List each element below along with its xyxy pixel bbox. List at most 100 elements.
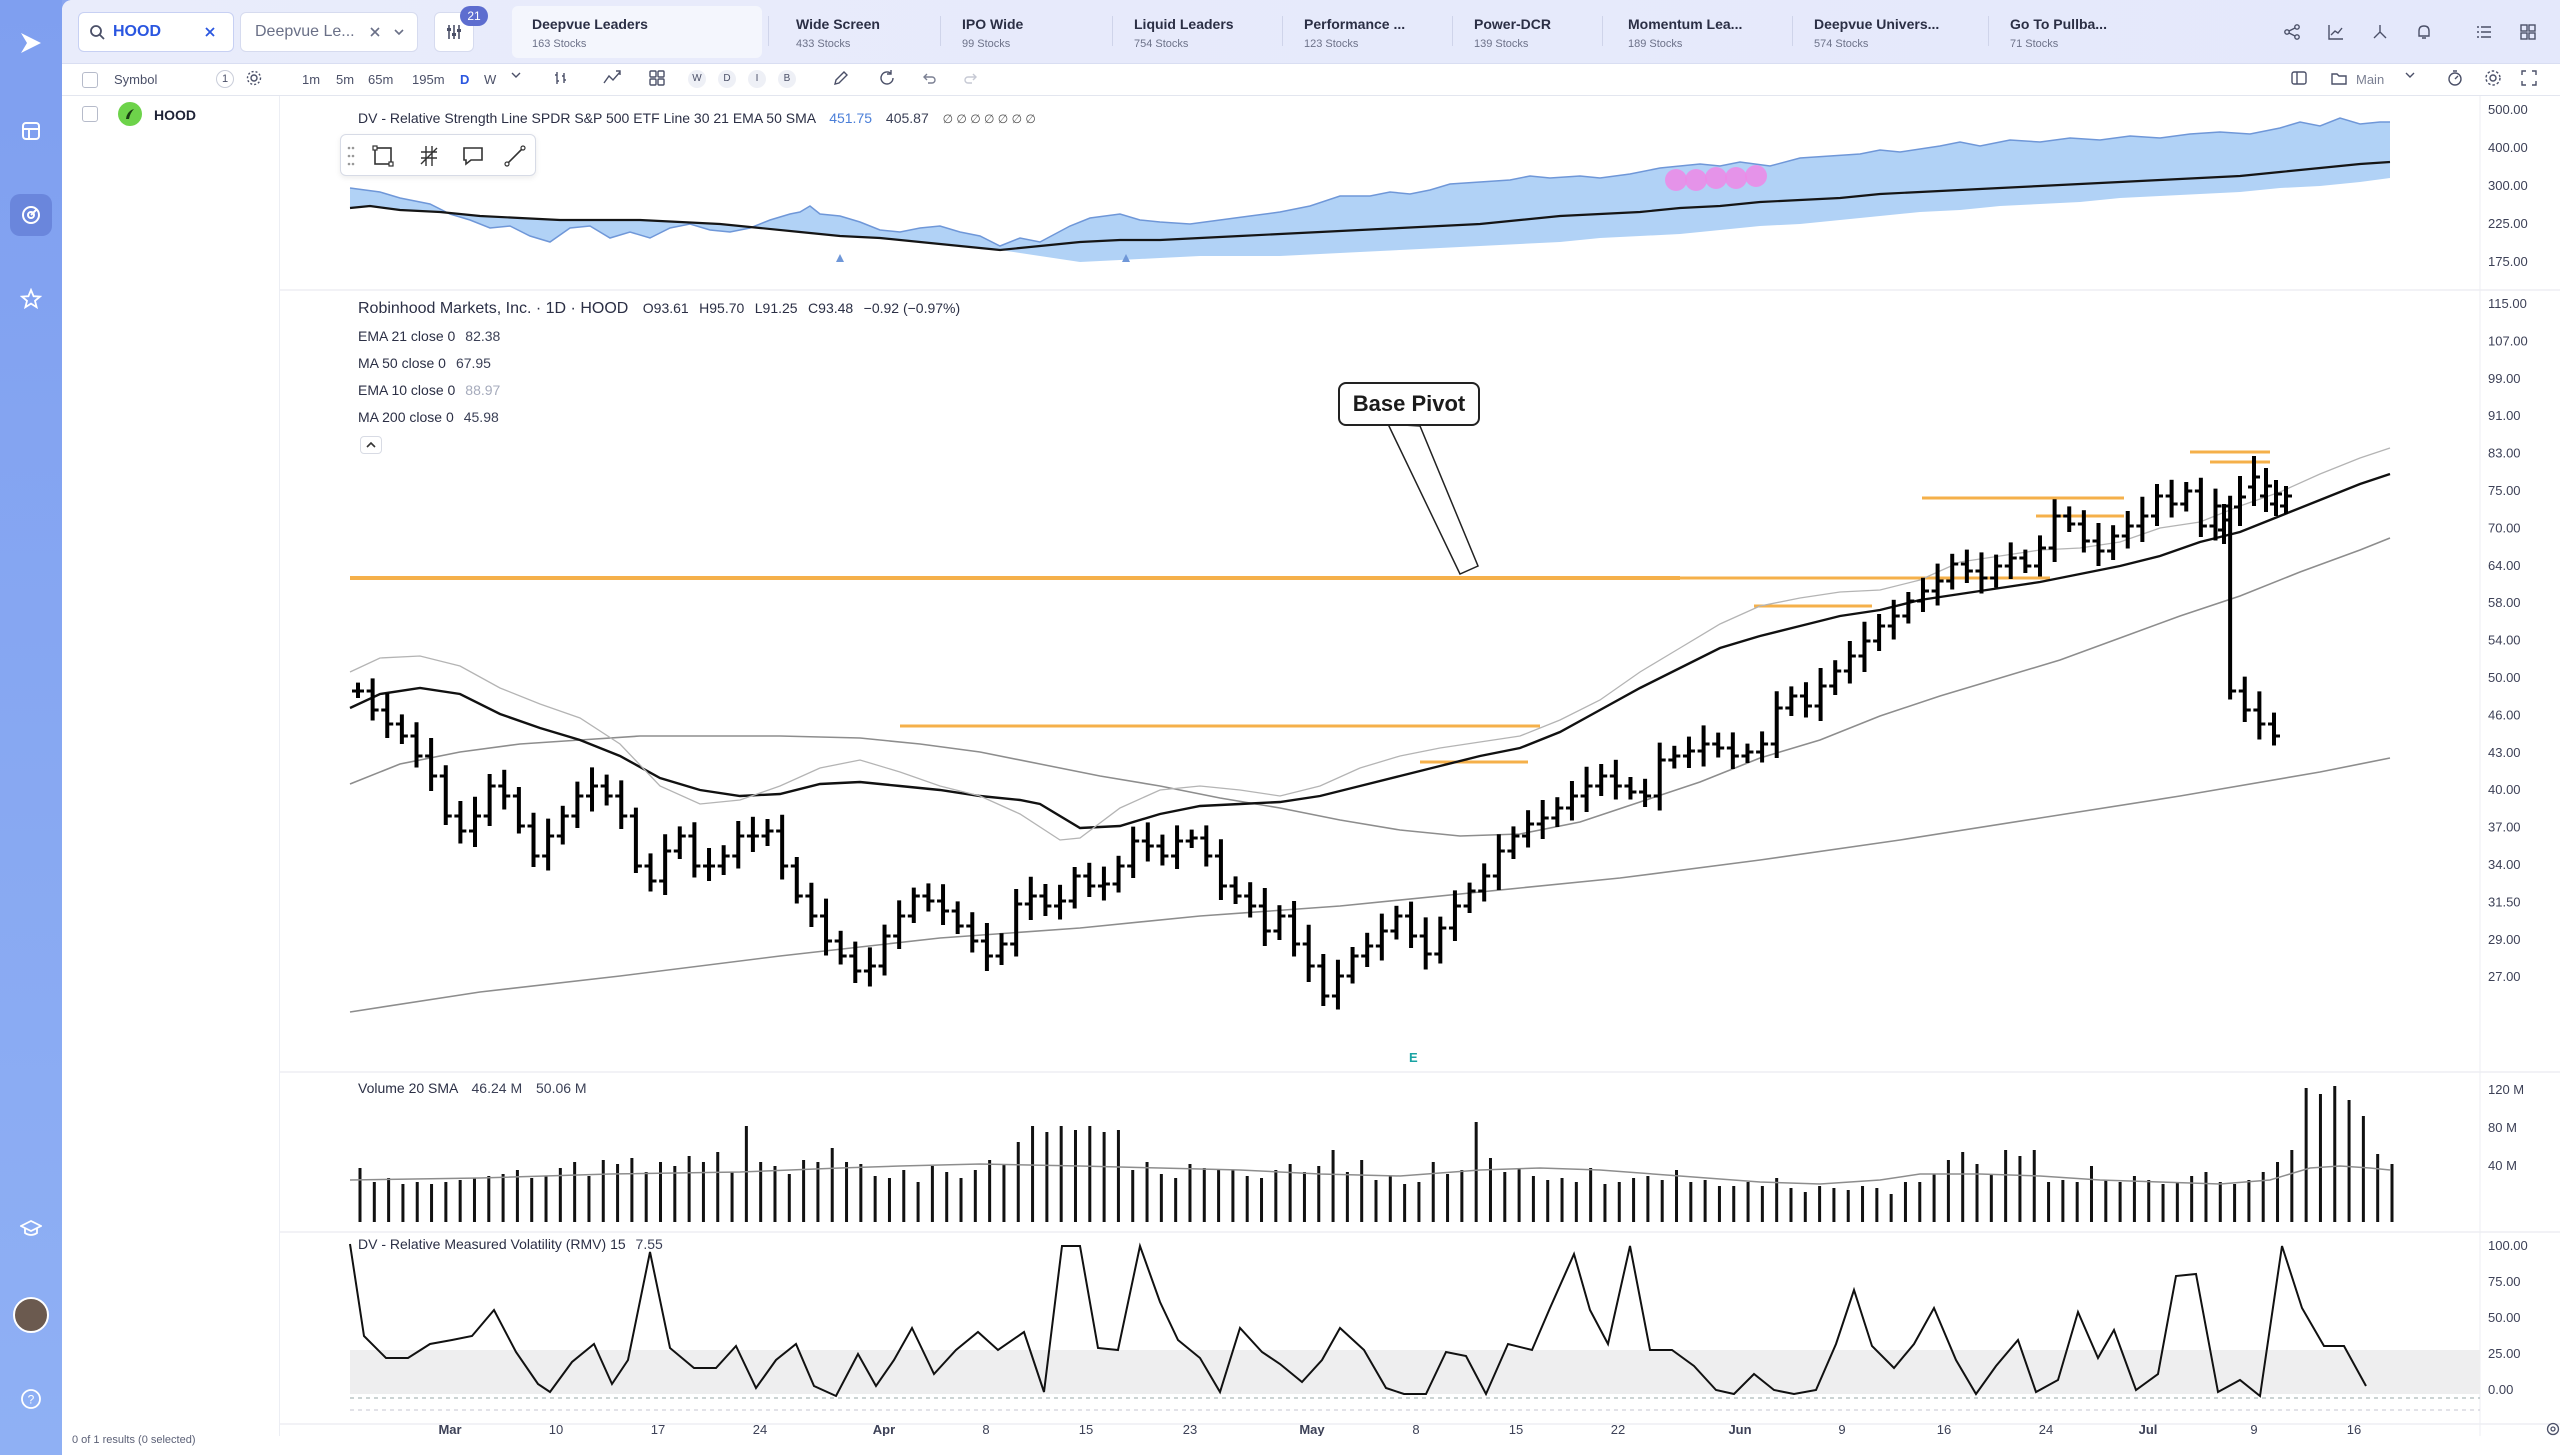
volume-bar — [601, 1160, 605, 1222]
fullscreen-icon[interactable] — [2520, 69, 2538, 90]
indicators-icon[interactable] — [602, 69, 622, 90]
volume-bar — [2175, 1182, 2179, 1222]
chevron-down-icon[interactable] — [393, 26, 405, 38]
layout-name[interactable]: Main — [2356, 72, 2385, 87]
undo-icon[interactable] — [920, 69, 938, 90]
dashboard-icon[interactable] — [10, 110, 52, 152]
search-box[interactable] — [78, 12, 234, 52]
volume-value-1: 46.24 M — [471, 1080, 523, 1096]
screen-tab-liquid-leaders[interactable]: Liquid Leaders 754 Stocks — [1114, 6, 1284, 58]
indicator-legend-ema21[interactable]: EMA 21 close 0 82.38 — [358, 328, 500, 344]
chart-type-w[interactable]: W — [688, 70, 706, 88]
volume-bar — [1689, 1182, 1693, 1222]
folder-icon[interactable] — [2330, 69, 2348, 90]
earnings-marker: E — [1409, 1050, 1418, 1065]
education-icon[interactable] — [10, 1208, 52, 1250]
chart-type-d[interactable]: D — [718, 70, 736, 88]
redo-icon[interactable] — [962, 69, 980, 90]
collapse-legend-button[interactable] — [360, 436, 382, 454]
screen-tab-deepvue-leaders[interactable]: Deepvue Leaders 163 Stocks — [512, 6, 762, 58]
svg-text:?: ? — [28, 1393, 35, 1407]
rectangle-tool-icon[interactable] — [371, 144, 395, 168]
logo-icon[interactable] — [10, 22, 52, 64]
charts-icon[interactable] — [10, 194, 52, 236]
interval-195m[interactable]: 195m — [412, 72, 445, 87]
screen-tab-ipo-wide[interactable]: IPO Wide 99 Stocks — [942, 6, 1102, 58]
y-tick-label: 25.00 — [2488, 1346, 2521, 1361]
chart-type-b[interactable]: B — [778, 70, 796, 88]
y-tick-label: 27.00 — [2488, 969, 2521, 984]
price-bar — [1580, 766, 1593, 812]
volume-bar — [2204, 1172, 2208, 1222]
chart-type-i[interactable]: I — [748, 70, 766, 88]
interval-5m[interactable]: 5m — [336, 72, 355, 87]
price-bar — [1200, 825, 1213, 867]
rs-marker-triangle — [836, 254, 844, 262]
layout-grid-icon[interactable] — [648, 69, 666, 90]
price-bar — [1931, 563, 1944, 606]
indicator-value: 45.98 — [463, 409, 499, 425]
settings-icon[interactable] — [246, 70, 262, 89]
volume-bar — [1102, 1132, 1106, 1222]
interval-weekly[interactable]: W — [484, 72, 497, 87]
chart-settings-icon[interactable] — [2484, 69, 2502, 90]
bar-type-icon[interactable] — [552, 69, 570, 90]
screen-tab-momentum-leaders[interactable]: Momentum Lea... 189 Stocks — [1608, 6, 1778, 58]
alert-split-icon[interactable] — [2368, 20, 2392, 44]
interval-65m[interactable]: 65m — [368, 72, 394, 87]
indicator-legend-ema10[interactable]: EMA 10 close 0 88.97 — [358, 382, 500, 398]
price-bar — [1258, 888, 1271, 946]
drag-handle-icon[interactable] — [347, 145, 355, 167]
help-icon[interactable]: ? — [10, 1378, 52, 1420]
select-all-checkbox[interactable] — [82, 72, 98, 88]
fib-tool-icon[interactable] — [417, 144, 441, 168]
volume-bar — [2233, 1184, 2237, 1222]
refresh-icon[interactable] — [878, 69, 896, 90]
line-chart-icon[interactable] — [2324, 20, 2348, 44]
trendline-tool-icon[interactable] — [503, 144, 527, 168]
timer-icon[interactable] — [2446, 69, 2464, 90]
clear-watchlist-icon[interactable] — [369, 26, 381, 38]
avatar[interactable] — [10, 1294, 52, 1336]
indicator-legend-ma200[interactable]: MA 200 close 0 45.98 — [358, 409, 499, 425]
panel-layout-icon[interactable] — [2290, 69, 2308, 90]
watchlist-select[interactable]: Deepvue Le... — [240, 12, 418, 52]
screen-tab-name: Deepvue Univers... — [1814, 16, 1940, 32]
price-bar — [1741, 743, 1754, 763]
list-item[interactable]: HOOD — [62, 102, 280, 126]
y-tick-label: 70.00 — [2488, 520, 2521, 535]
share-icon[interactable] — [2280, 20, 2304, 44]
volume-bar — [2390, 1164, 2394, 1222]
screen-tab-power-dcr[interactable]: Power-DCR 139 Stocks — [1454, 6, 1594, 58]
screen-tab-name: Performance ... — [1304, 16, 1406, 32]
grid-view-icon[interactable] — [2516, 20, 2540, 44]
interval-dropdown-icon[interactable] — [510, 69, 522, 84]
interval-daily[interactable]: D — [460, 72, 470, 87]
screen-tab-wide-screen[interactable]: Wide Screen 433 Stocks — [776, 6, 936, 58]
star-icon[interactable] — [10, 278, 52, 320]
screen-tab-deepvue-universe[interactable]: Deepvue Univers... 574 Stocks — [1794, 6, 1984, 58]
volume-bar — [515, 1170, 519, 1222]
indicator-legend-ma50[interactable]: MA 50 close 0 67.95 — [358, 355, 491, 371]
volume-bar — [1088, 1126, 1092, 1222]
draw-pen-icon[interactable] — [832, 69, 850, 90]
symbol-checkbox[interactable] — [82, 106, 98, 122]
base-pivot-callout[interactable]: Base Pivot — [1338, 382, 1480, 426]
list-view-icon[interactable] — [2472, 20, 2496, 44]
price-bar — [498, 769, 511, 810]
price-bar — [1346, 947, 1359, 984]
price-bar — [2280, 486, 2292, 514]
layout-dropdown-icon[interactable] — [2404, 69, 2416, 84]
search-input[interactable] — [113, 23, 203, 41]
volume-sma-line — [349, 1163, 2391, 1185]
interval-1m[interactable]: 1m — [302, 72, 321, 87]
screen-tab-go-to-pullback[interactable]: Go To Pullba... 71 Stocks — [1990, 6, 2160, 58]
comment-tool-icon[interactable] — [461, 144, 485, 168]
bell-icon[interactable] — [2412, 20, 2436, 44]
screen-tab-name: Liquid Leaders — [1134, 16, 1234, 32]
volume-bar — [1460, 1170, 1464, 1222]
clear-search-icon[interactable] — [203, 25, 217, 39]
price-bar — [2136, 496, 2149, 542]
screen-tab-performance[interactable]: Performance ... 123 Stocks — [1284, 6, 1434, 58]
